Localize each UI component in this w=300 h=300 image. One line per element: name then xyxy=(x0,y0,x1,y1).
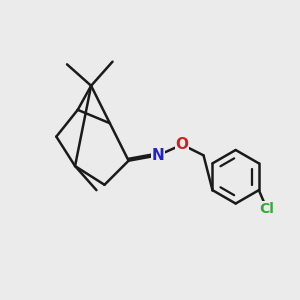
Text: N: N xyxy=(152,148,164,163)
Text: Cl: Cl xyxy=(260,202,274,216)
Text: O: O xyxy=(176,137,189,152)
